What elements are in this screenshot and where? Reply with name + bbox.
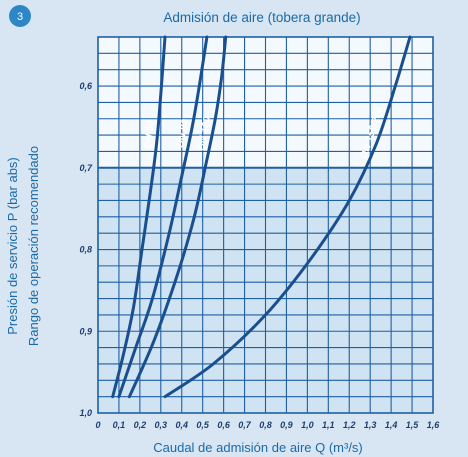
- x-tick-label: 0,9: [280, 420, 293, 430]
- x-tick-label: 1,3: [364, 420, 377, 430]
- y-axis-title: Presión de servicio P (bar abs): [5, 157, 20, 335]
- series-line-dn-50: [111, 35, 167, 399]
- x-tick-label: 0,5: [196, 420, 210, 430]
- x-tick-label: 0,7: [238, 420, 252, 430]
- chart-title: Admisión de aire (tobera grande): [163, 10, 360, 25]
- x-tick-label: 0,4: [175, 420, 188, 430]
- x-tick-label: 1,1: [322, 420, 335, 430]
- x-tick-label: 0: [95, 420, 100, 430]
- y-tick-label: 1,0: [79, 408, 92, 418]
- figure-number: 3: [17, 11, 23, 23]
- figure-number-badge: [9, 5, 31, 27]
- x-tick-label: 1,6: [427, 420, 441, 430]
- x-tick-label: 0,1: [113, 420, 126, 430]
- y-tick-label: 0,7: [79, 163, 93, 173]
- x-tick-label: 0,6: [217, 420, 231, 430]
- x-tick-label: 0,3: [155, 420, 168, 430]
- series-label-dn-50: DN 50: [143, 119, 156, 149]
- x-tick-label: 1,5: [406, 420, 420, 430]
- x-tick-label: 1,0: [301, 420, 314, 430]
- x-axis-title: Caudal de admisión de aire Q (m³/s): [153, 440, 363, 455]
- series-line-dn-150-200: [163, 35, 412, 399]
- plot-frame: [97, 36, 434, 414]
- y-tick-labels: 0,6 0,7 0,8 0,9 1,0: [79, 81, 93, 418]
- y-tick-label: 0,6: [79, 81, 93, 91]
- y-tick-label: 0,9: [79, 326, 92, 336]
- x-tick-label: 0,2: [134, 420, 147, 430]
- series-curves: [111, 35, 412, 399]
- x-tick-label: 0,8: [259, 420, 272, 430]
- y-tick-label: 0,8: [79, 245, 92, 255]
- x-tick-labels: 0 0,1 0,2 0,3 0,4 0,5 0,6 0,7 0,8 0,9 1,0 1,1 1,2 1,3…: [95, 420, 440, 430]
- x-tick-label: 1,4: [385, 420, 398, 430]
- series-line-dn-100: [127, 35, 228, 399]
- series-line-dn-80: [117, 35, 209, 399]
- x-tick-label: 1,2: [343, 420, 356, 430]
- y-axis-subtitle: Rango de operación recomendado: [26, 146, 41, 346]
